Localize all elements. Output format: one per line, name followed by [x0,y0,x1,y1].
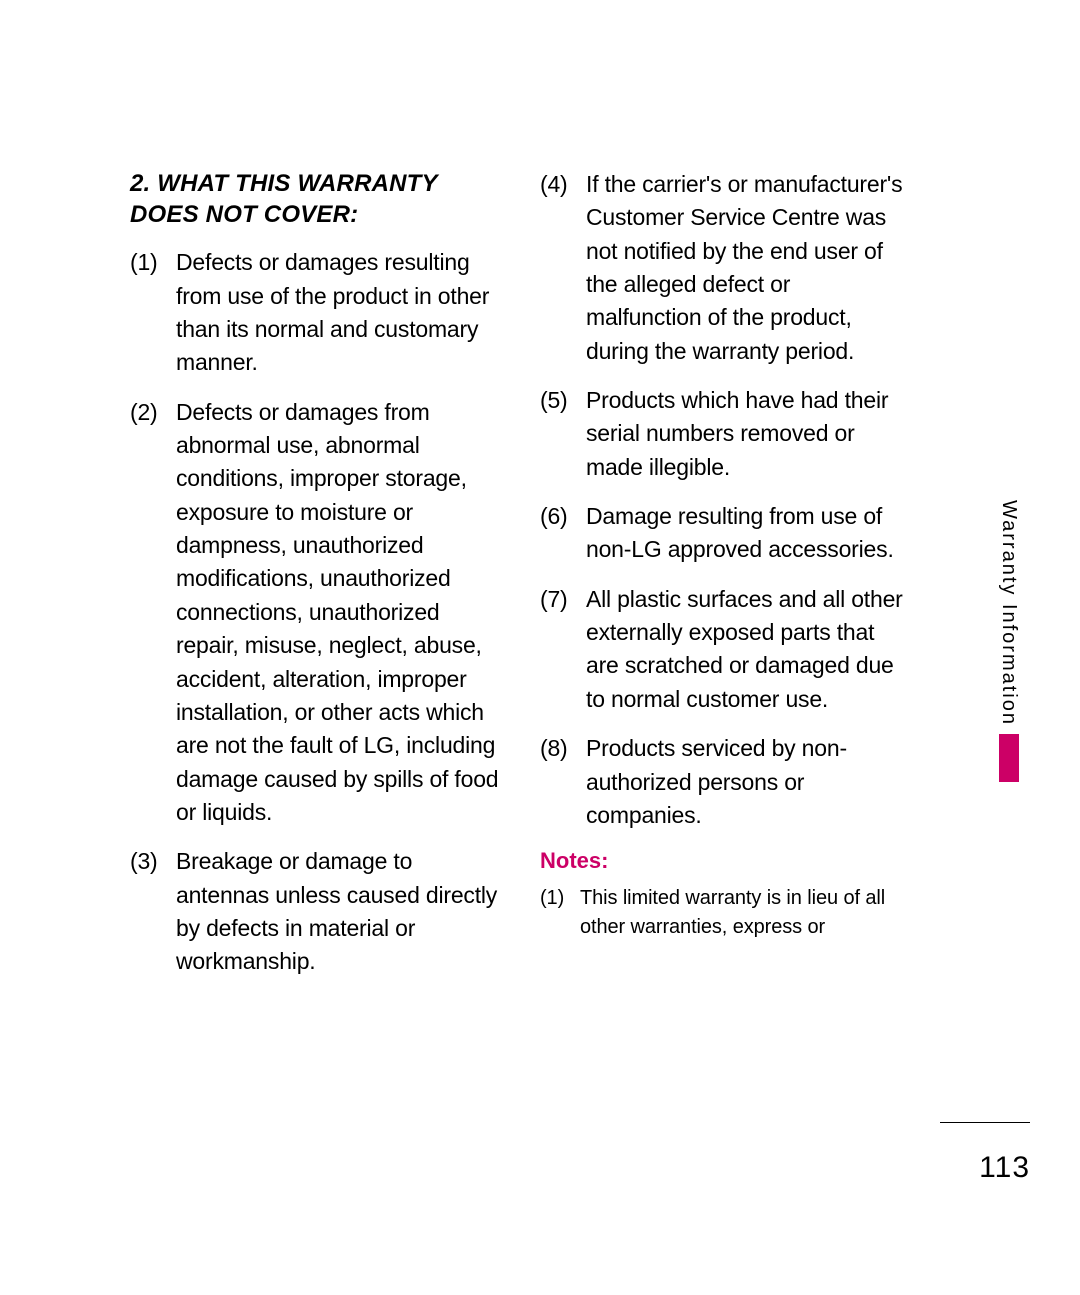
list-item: (1) This limited warranty is in lieu of … [540,884,910,942]
section-side-tab: Warranty Information [997,500,1020,782]
list-item: (6) Damage resulting from use of non-LG … [540,500,910,567]
item-number: (3) [130,845,176,978]
item-number: (1) [540,884,580,942]
notes-heading: Notes: [540,848,910,874]
exclusions-list-right: (4) If the carrier's or manufacturer's C… [540,168,910,832]
two-column-layout: 2. WHAT THIS WARRANTY DOES NOT COVER: (1… [130,168,940,995]
list-item: (1) Defects or damages resulting from us… [130,246,500,379]
list-item: (7) All plastic surfaces and all other e… [540,583,910,716]
item-number: (8) [540,732,586,832]
item-text: Defects or damages from abnormal use, ab… [176,396,500,829]
item-text: All plastic surfaces and all other exter… [586,583,910,716]
item-text: Damage resulting from use of non-LG appr… [586,500,910,567]
item-text: Products which have had their serial num… [586,384,910,484]
item-number: (1) [130,246,176,379]
item-number: (5) [540,384,586,484]
item-number: (6) [540,500,586,567]
list-item: (2) Defects or damages from abnormal use… [130,396,500,829]
item-number: (2) [130,396,176,829]
column-right: (4) If the carrier's or manufacturer's C… [540,168,910,995]
side-tab-label: Warranty Information [997,500,1020,726]
exclusions-list-left: (1) Defects or damages resulting from us… [130,246,500,978]
item-number: (7) [540,583,586,716]
item-text: Defects or damages resulting from use of… [176,246,500,379]
item-text: Products serviced by non-authorized pers… [586,732,910,832]
side-tab-color-bar [999,734,1019,782]
item-text: If the carrier's or manufacturer's Custo… [586,168,910,368]
item-number: (4) [540,168,586,368]
column-left: 2. WHAT THIS WARRANTY DOES NOT COVER: (1… [130,168,500,995]
list-item: (8) Products serviced by non-authorized … [540,732,910,832]
item-text: This limited warranty is in lieu of all … [580,884,910,942]
notes-list: (1) This limited warranty is in lieu of … [540,884,910,942]
section-heading: 2. WHAT THIS WARRANTY DOES NOT COVER: [130,168,500,230]
document-page: 2. WHAT THIS WARRANTY DOES NOT COVER: (1… [0,0,1080,1295]
item-text: Breakage or damage to antennas unless ca… [176,845,500,978]
page-number: 113 [979,1151,1030,1185]
list-item: (3) Breakage or damage to antennas unles… [130,845,500,978]
list-item: (5) Products which have had their serial… [540,384,910,484]
page-number-area: 113 [940,1122,1030,1185]
page-number-rule [940,1122,1030,1123]
list-item: (4) If the carrier's or manufacturer's C… [540,168,910,368]
